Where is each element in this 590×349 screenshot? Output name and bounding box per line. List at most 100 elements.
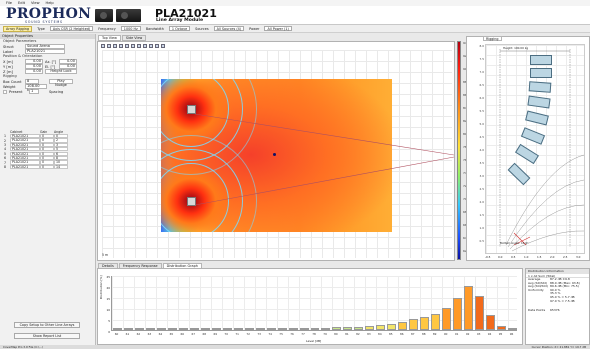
type-select[interactable]: Axis CSR (2 Heighted) xyxy=(49,26,94,31)
cabinet-cell[interactable]: PLA21021 xyxy=(10,138,40,143)
x-tick-label: 77 xyxy=(301,332,305,336)
distribution-bar xyxy=(321,327,331,330)
angle-cell[interactable]: 5 xyxy=(54,147,68,152)
tab-top-view[interactable]: Top View xyxy=(98,35,121,41)
menu-file[interactable]: File xyxy=(6,1,13,5)
listener-point[interactable] xyxy=(273,153,276,156)
present-count[interactable]: 1 xyxy=(29,89,39,94)
cabinet-box[interactable] xyxy=(530,68,552,78)
el-input[interactable]: 0.00 xyxy=(59,64,77,69)
table-row[interactable]: 8 PLA21021 0 14 xyxy=(4,164,90,170)
bandwidth-select[interactable]: 1 Octave xyxy=(168,26,191,31)
cabinet-cell[interactable]: PLA21021 xyxy=(10,156,40,161)
table-row[interactable]: 5 PLA21021 0 6 xyxy=(4,151,90,156)
show-report-button[interactable]: Show Report List xyxy=(14,333,80,339)
az-label: Az. [°] xyxy=(45,59,57,64)
stat-row: 95.0 % = 5.7 dB xyxy=(526,295,589,300)
table-row[interactable]: 7 PLA21021 0 10 xyxy=(4,160,90,165)
angle-cell[interactable]: 14 xyxy=(54,164,68,170)
section-object-parameters: Object Parameters xyxy=(3,39,37,43)
menu-view[interactable]: View xyxy=(30,1,40,5)
speaker-source-icon[interactable] xyxy=(187,197,196,206)
table-row[interactable]: 2 PLA21021 0 2 xyxy=(4,138,90,143)
zoom-out-icon[interactable] xyxy=(107,44,111,48)
pin-icon[interactable] xyxy=(161,44,165,48)
measure-icon[interactable] xyxy=(131,44,135,48)
gain-cell[interactable]: 0 xyxy=(40,138,54,143)
label-input[interactable]: PLA21021 xyxy=(25,49,65,54)
grid-icon[interactable] xyxy=(137,44,141,48)
gain-cell[interactable]: 0 xyxy=(40,156,54,161)
probe-icon[interactable] xyxy=(143,44,147,48)
coverage-map-view[interactable]: 5 m xyxy=(97,41,455,261)
zoom-fit-icon[interactable] xyxy=(113,44,117,48)
z-input[interactable]: 0.00 xyxy=(25,69,43,74)
rig-y-tick: 1.0 xyxy=(479,226,484,230)
x-tick-label: 67 xyxy=(191,332,196,336)
product-model: PLA21021 xyxy=(155,7,217,20)
cabinet-cell[interactable]: PLA21021 xyxy=(10,160,40,165)
gain-cell[interactable]: 0 xyxy=(40,147,54,152)
rigging-panel: Rigging 8.0 7.5 7.0 6.5 6.0 5.5 5.0 4.5 … xyxy=(466,36,590,261)
height-lock-button[interactable]: Height Lock xyxy=(45,69,77,74)
menu-help[interactable]: Help xyxy=(45,1,54,5)
distribution-bar xyxy=(200,328,210,330)
box-count-select[interactable]: 8 xyxy=(25,79,39,84)
speaker-source-icon[interactable] xyxy=(187,105,196,114)
cabinet-cell[interactable]: PLA21021 xyxy=(10,134,40,139)
az-input[interactable]: 0.00 xyxy=(59,59,77,64)
power-select[interactable]: All Power (1) xyxy=(264,26,292,31)
distribution-bar xyxy=(310,327,320,330)
angle-cell[interactable]: 6 xyxy=(54,151,68,156)
play-nudge-button[interactable]: Play Nudge xyxy=(49,79,73,86)
toolbar: Array Rigging Type Axis CSR (2 Heighted)… xyxy=(0,25,590,33)
zoom-in-icon[interactable] xyxy=(101,44,105,48)
gain-cell[interactable]: 0 xyxy=(40,164,54,170)
angle-cell[interactable]: 0 xyxy=(54,134,68,139)
cabinet-box[interactable] xyxy=(528,81,552,93)
table-row[interactable]: 3 PLA21021 0 3 xyxy=(4,142,90,148)
array-rigging-button[interactable]: Array Rigging xyxy=(3,25,33,32)
x-axis-ticks: 60 61 62 63 64 65 66 67 68 69 70 71 72 73 74 75 76 77 78 79… xyxy=(111,332,517,337)
gain-cell[interactable]: 0 xyxy=(40,134,54,139)
tab-rigging[interactable]: Rigging xyxy=(483,36,502,41)
table-row[interactable]: 6 PLA21021 0 8 xyxy=(4,156,90,161)
distribution-bar xyxy=(113,328,122,330)
pos-row: Z [m] 0.00 Height Lock xyxy=(0,69,95,74)
angle-cell[interactable]: 2 xyxy=(54,138,68,143)
pan-icon[interactable] xyxy=(125,44,129,48)
angle-cell[interactable]: 10 xyxy=(54,160,68,165)
line-icon[interactable] xyxy=(155,44,159,48)
tab-side-view[interactable]: Side View xyxy=(121,35,147,41)
rig-bottom-label: Bottom Angle: 14.0° xyxy=(500,241,529,245)
distribution-bar xyxy=(376,325,386,330)
pen-icon[interactable] xyxy=(149,44,153,48)
table-row[interactable]: 1 PLA21021 0 0 xyxy=(4,134,90,139)
gain-cell[interactable]: 0 xyxy=(40,142,54,148)
cabinet-cell[interactable]: PLA21021 xyxy=(10,164,40,170)
cabinet-cell[interactable]: PLA21021 xyxy=(10,147,40,152)
copy-setup-button[interactable]: Copy Setup to Other Line Arrays xyxy=(14,322,80,328)
x-tick-label: 83 xyxy=(367,332,371,336)
x-tick-label: 66 xyxy=(180,332,185,336)
frequency-select[interactable]: 1000 Hz xyxy=(120,26,141,31)
x-input[interactable]: 0.00 xyxy=(25,59,43,64)
x-tick-label: 85 xyxy=(389,332,393,336)
angle-cell[interactable]: 3 xyxy=(54,142,68,148)
present-checkbox[interactable] xyxy=(3,89,7,94)
struct-select[interactable]: Sound Arena xyxy=(25,44,65,49)
angle-cell[interactable]: 8 xyxy=(54,156,68,161)
gain-cell[interactable]: 0 xyxy=(40,160,54,165)
cabinet-cell[interactable]: PLA21021 xyxy=(10,142,40,148)
select-icon[interactable] xyxy=(119,44,123,48)
sources-select[interactable]: All Sources (4) xyxy=(213,26,245,31)
cabinet-cell[interactable]: PLA21021 xyxy=(10,151,40,156)
x-tick-label: 68 xyxy=(202,332,207,336)
gain-cell[interactable]: 0 xyxy=(40,151,54,156)
cabinet-box[interactable] xyxy=(530,55,552,65)
table-row[interactable]: 4 PLA21021 0 5 xyxy=(4,147,90,152)
y-input[interactable]: 0.00 xyxy=(25,64,43,69)
menu-edit[interactable]: Edit xyxy=(18,1,25,5)
distribution-bar xyxy=(277,328,287,330)
rig-x-tick: 1.0 xyxy=(524,255,529,259)
